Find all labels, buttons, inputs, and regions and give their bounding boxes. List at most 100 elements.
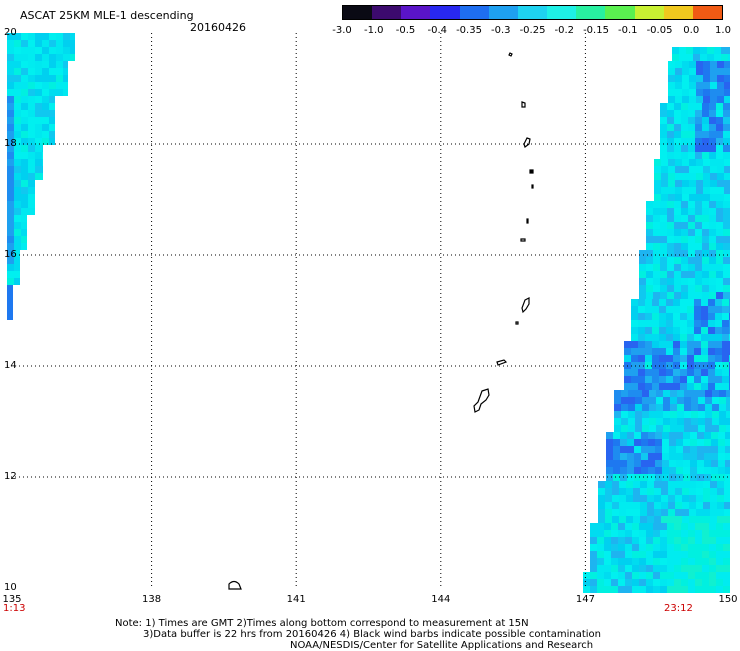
swath-cell bbox=[649, 418, 656, 425]
swath-cell bbox=[674, 523, 681, 530]
note-line-3: NOAA/NESDIS/Center for Satellite Applica… bbox=[290, 640, 594, 651]
swath-cell bbox=[645, 313, 652, 320]
swath-cell bbox=[660, 117, 667, 124]
swath-cell bbox=[688, 537, 695, 544]
swath-cell bbox=[7, 61, 14, 68]
swath-cell bbox=[717, 187, 724, 194]
swath-cell bbox=[634, 474, 641, 481]
swath-cell bbox=[717, 68, 724, 75]
swath-cell bbox=[703, 75, 710, 82]
swath-cell bbox=[660, 558, 667, 565]
swath-cell bbox=[654, 194, 661, 201]
swath-cell bbox=[695, 285, 702, 292]
swath-cell bbox=[656, 411, 663, 418]
swath-cell bbox=[661, 488, 668, 495]
swath-cell bbox=[680, 355, 687, 362]
swath-cell bbox=[708, 299, 715, 306]
swath-cell bbox=[695, 292, 702, 299]
swath-cell bbox=[631, 334, 638, 341]
swath-cell bbox=[693, 47, 700, 54]
swath-cell bbox=[35, 54, 42, 61]
swath-cell bbox=[680, 376, 687, 383]
swath-cell bbox=[652, 334, 659, 341]
swath-cell bbox=[649, 390, 656, 397]
swath-cell bbox=[681, 250, 688, 257]
swath-cell bbox=[683, 446, 690, 453]
swath-cell bbox=[645, 376, 652, 383]
swath-cell bbox=[698, 418, 705, 425]
swath-cell bbox=[724, 509, 730, 516]
swath-cell bbox=[7, 215, 14, 222]
swath-cell bbox=[688, 544, 695, 551]
swath-cell bbox=[632, 558, 639, 565]
swath-cell bbox=[28, 110, 35, 117]
swath-cell bbox=[618, 586, 625, 593]
swath-cell bbox=[647, 495, 654, 502]
swath-cell bbox=[679, 54, 686, 61]
swath-cell bbox=[56, 40, 63, 47]
swath-cell bbox=[687, 362, 694, 369]
swath-cell bbox=[695, 236, 702, 243]
swath-cell bbox=[695, 530, 702, 537]
swath-cell bbox=[722, 376, 729, 383]
swath-cell bbox=[694, 327, 701, 334]
swath-cell bbox=[704, 467, 711, 474]
note-line-2: 3)Data buffer is 22 hrs from 20160426 4)… bbox=[143, 629, 601, 640]
swath-cell bbox=[7, 285, 13, 292]
swath-cell bbox=[652, 369, 659, 376]
swath-cell bbox=[21, 131, 28, 138]
swath-cell bbox=[688, 586, 695, 593]
swath-cell bbox=[688, 201, 695, 208]
swath-cell bbox=[690, 467, 697, 474]
swath-cell bbox=[49, 82, 56, 89]
swath-cell bbox=[683, 467, 690, 474]
swath-cell bbox=[669, 467, 676, 474]
swath-cell bbox=[635, 397, 642, 404]
swath-cell bbox=[605, 502, 612, 509]
swath-cell bbox=[645, 369, 652, 376]
swath-cell bbox=[653, 572, 660, 579]
swath-cell bbox=[619, 481, 626, 488]
swath-cell bbox=[626, 502, 633, 509]
swath-cell bbox=[28, 82, 35, 89]
swath-cell bbox=[696, 68, 703, 75]
swath-cell bbox=[701, 348, 708, 355]
swath-cell bbox=[645, 341, 652, 348]
swath-cell bbox=[624, 383, 631, 390]
swath-cell bbox=[7, 264, 14, 271]
swath-cell bbox=[724, 502, 730, 509]
swath-cell bbox=[670, 404, 677, 411]
swath-cell bbox=[668, 96, 675, 103]
note-line-1: Note: 1) Times are GMT 2)Times along bot… bbox=[115, 618, 529, 629]
swath-cell bbox=[21, 222, 27, 229]
swath-cell bbox=[49, 96, 55, 103]
swath-cell bbox=[7, 208, 14, 215]
swath-cell bbox=[691, 404, 698, 411]
swath-cell bbox=[681, 551, 688, 558]
swath-cell bbox=[715, 376, 722, 383]
swath-cell bbox=[627, 467, 634, 474]
swath-cell bbox=[667, 285, 674, 292]
swath-cell bbox=[680, 369, 687, 376]
swath-cell bbox=[716, 586, 723, 593]
swath-cell bbox=[613, 453, 620, 460]
swath-cell bbox=[710, 509, 717, 516]
swath-cell bbox=[667, 222, 674, 229]
swath-cell bbox=[681, 537, 688, 544]
swath-cell bbox=[689, 89, 696, 96]
swath-cell bbox=[660, 215, 667, 222]
swath-cell bbox=[42, 131, 49, 138]
swath-cell bbox=[642, 425, 649, 432]
swath-cell bbox=[639, 579, 646, 586]
swath-cell bbox=[729, 320, 730, 327]
swath-cell bbox=[708, 320, 715, 327]
swath-cell bbox=[653, 523, 660, 530]
swath-cell bbox=[631, 341, 638, 348]
latitude-label: 20 bbox=[4, 27, 17, 38]
swath-cell bbox=[7, 271, 14, 278]
swath-cell bbox=[670, 397, 677, 404]
swath-cell bbox=[56, 75, 63, 82]
swath-cell bbox=[625, 558, 632, 565]
swath-cell bbox=[716, 572, 723, 579]
swath-cell bbox=[660, 131, 667, 138]
